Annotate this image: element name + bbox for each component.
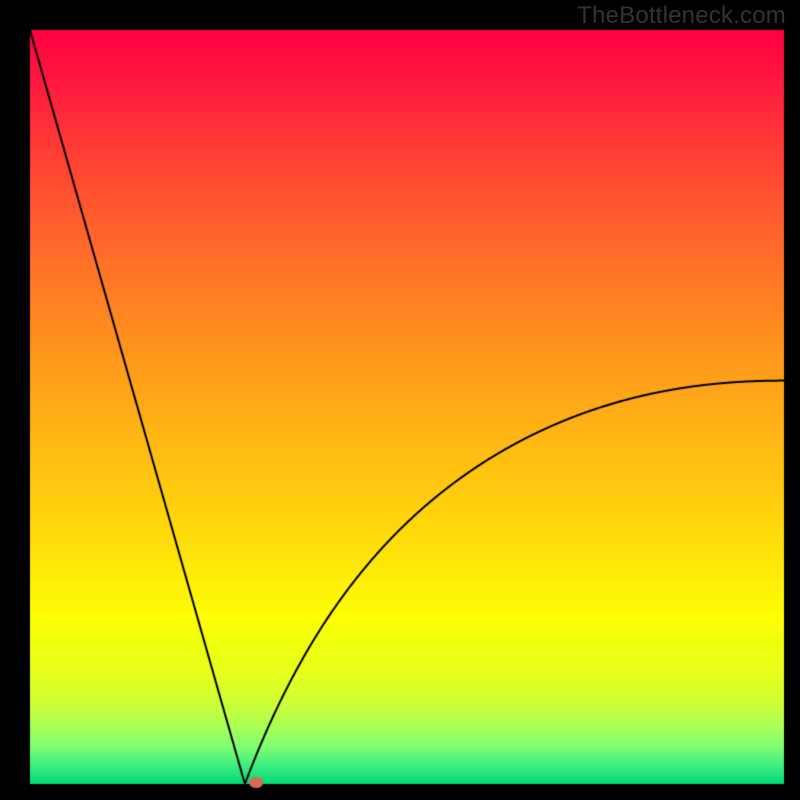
bottleneck-curve-canvas [0, 0, 800, 800]
chart-stage: TheBottleneck.com [0, 0, 800, 800]
